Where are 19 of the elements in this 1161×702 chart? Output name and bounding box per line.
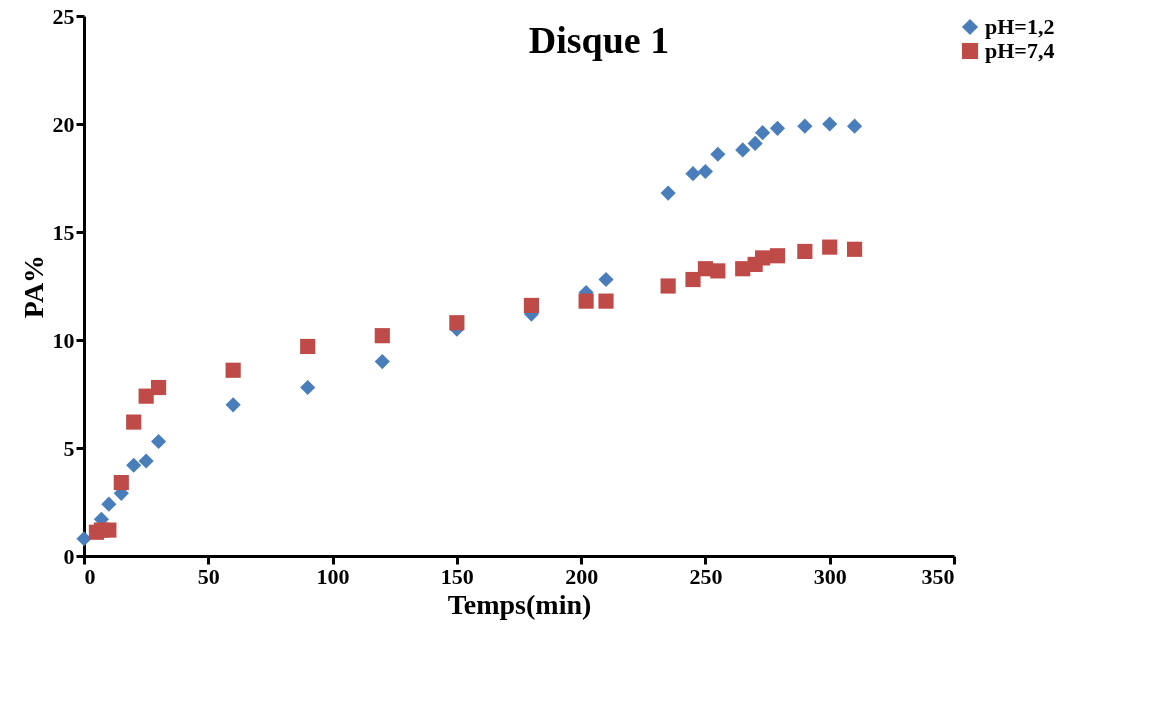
y-axis-title: PA% [17, 254, 49, 319]
x-tick-label: 300 [813, 563, 847, 589]
y-tick-label: 20 [52, 111, 75, 137]
y-tick-label: 0 [63, 543, 75, 569]
chart-title: Disque 1 [528, 19, 670, 61]
x-tick-label: 100 [316, 563, 350, 589]
legend-label: pH=1,2 [985, 14, 1055, 39]
y-tick-label: 15 [52, 219, 75, 245]
y-tick-label: 25 [52, 3, 75, 29]
y-tick-label: 5 [63, 435, 75, 461]
x-tick-label: 150 [440, 563, 474, 589]
x-tick-label: 200 [565, 563, 599, 589]
x-tick-label: 350 [921, 563, 955, 589]
x-tick-label: 50 [197, 563, 220, 589]
legend-label: pH=7,4 [985, 38, 1055, 63]
x-axis-title: Temps(min) [447, 588, 592, 620]
y-tick-label: 10 [52, 327, 75, 353]
x-tick-label: 0 [84, 563, 96, 589]
x-tick-label: 250 [689, 563, 723, 589]
